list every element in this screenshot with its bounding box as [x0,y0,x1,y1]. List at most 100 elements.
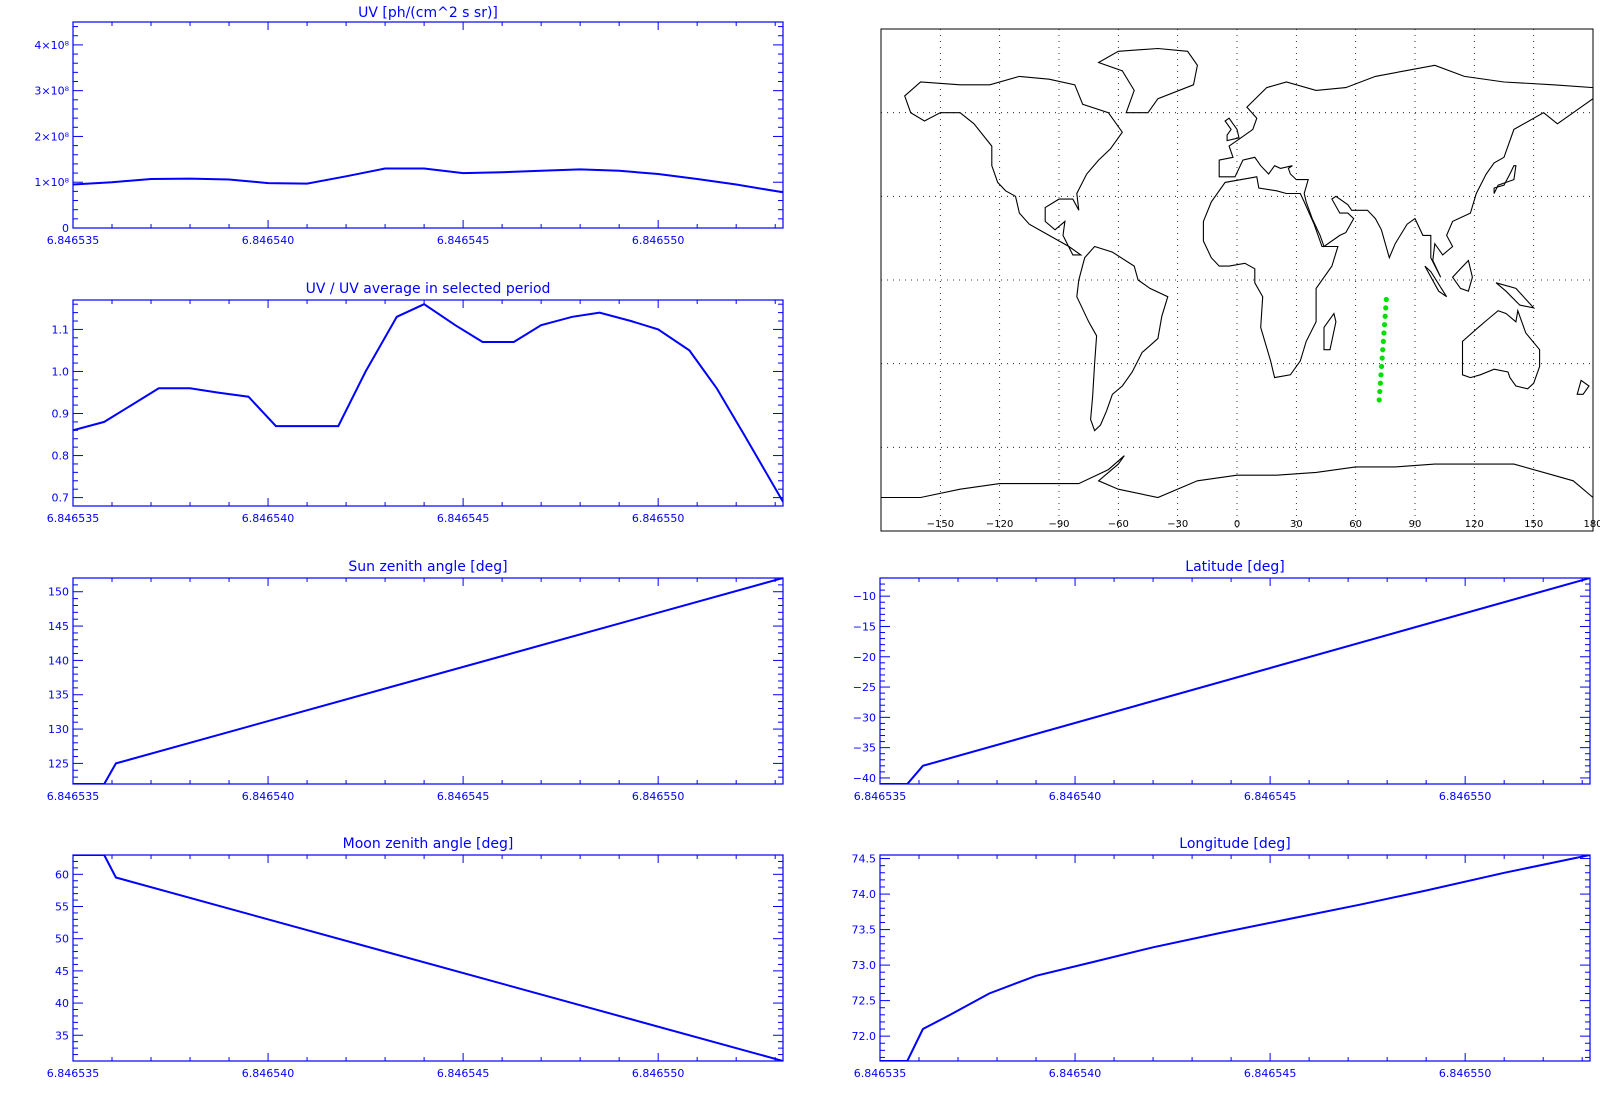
y-tick-label: 140 [48,654,69,667]
x-tick-label: 6.846535 [47,790,100,803]
track-point [1376,397,1382,403]
y-tick-label: 50 [55,933,69,946]
landmass-newguinea [1495,282,1536,309]
landmass-sumatra [1424,265,1448,298]
plot-frame [72,299,784,507]
y-tick-label: −25 [853,681,876,694]
x-tick-label: 6.846535 [47,234,100,247]
series-line [73,303,783,503]
map-lon-tick-label: −30 [1167,519,1188,530]
x-tick-label: 6.846545 [437,234,490,247]
x-tick-label: 6.846545 [1244,1067,1297,1080]
y-tick-label: −35 [853,742,876,755]
plot-frame [72,21,784,229]
x-tick-label: 6.846540 [242,790,295,803]
y-tick-label: 1×10⁸ [34,176,69,189]
track-point [1380,347,1386,353]
track-point [1380,338,1386,344]
map-lon-tick-label: 150 [1524,519,1543,530]
x-tick-label: 6.846540 [1049,1067,1102,1080]
y-tick-label: 3×10⁸ [34,85,69,98]
chart-title: UV / UV average in selected period [306,281,551,297]
y-tick-label: 150 [48,586,69,599]
y-tick-label: 0.8 [52,450,70,463]
y-tick-label: 72.0 [852,1030,877,1043]
y-tick-label: 45 [55,965,69,978]
chart-uv_ratio: UV / UV average in selected period 6.8465… [47,281,784,525]
chart-title: UV [ph/(cm^2 s sr)] [358,5,498,21]
y-tick-label: 73.5 [852,924,877,937]
y-tick-label: 74.0 [852,888,877,901]
y-tick-label: −30 [853,711,876,724]
y-tick-label: 1.0 [52,365,70,378]
x-tick-label: 6.846550 [1439,790,1492,803]
landmass-greenland [1097,47,1198,114]
map-lon-tick-label: −60 [1108,519,1129,530]
map-lon-tick-label: 0 [1234,519,1240,530]
chart-title: Moon zenith angle [deg] [343,836,514,852]
plot-frame [72,577,784,785]
y-tick-label: 0 [62,222,69,235]
y-tick-label: 145 [48,620,69,633]
y-tick-label: −10 [853,590,876,603]
chart-title: Longitude [deg] [1179,836,1290,852]
y-tick-label: 0.7 [52,492,70,505]
x-tick-label: 6.846540 [242,234,295,247]
map-lon-tick-label: 30 [1290,519,1303,530]
x-tick-label: 6.846535 [854,1067,907,1080]
x-tick-label: 6.846535 [47,512,100,525]
landmass-greatbritain [1224,117,1240,142]
map-lon-tick-label: −150 [927,519,954,530]
x-tick-label: 6.846540 [1049,790,1102,803]
x-tick-label: 6.846550 [632,234,685,247]
map-lon-tick-label: 90 [1409,519,1422,530]
series-line [880,578,1590,784]
landmass-borneo [1451,259,1473,292]
x-tick-label: 6.846550 [632,1067,685,1080]
x-tick-label: 6.846550 [1439,1067,1492,1080]
x-tick-label: 6.846540 [242,1067,295,1080]
y-tick-label: 2×10⁸ [34,130,69,143]
track-point [1378,363,1385,370]
x-tick-label: 6.846535 [47,1067,100,1080]
y-tick-label: 135 [48,689,69,702]
y-tick-label: 72.5 [852,995,877,1008]
series-line [73,167,783,194]
landmass-madagascar [1323,312,1337,351]
x-tick-label: 6.846545 [1244,790,1297,803]
series-line [73,578,783,784]
chart-longitude: Longitude [deg] 6.846535 6.846540 6.846545 6… [852,836,1591,1080]
y-tick-label: 40 [55,997,69,1010]
y-tick-label: −20 [853,651,876,664]
x-tick-label: 6.846545 [437,790,490,803]
track-point [1381,330,1387,336]
landmass-newzealand [1576,379,1590,395]
y-tick-label: 130 [48,723,69,736]
landmass-antarctica [881,455,1594,499]
y-tick-label: −40 [853,772,876,785]
track-point [1378,372,1384,378]
track-point [1382,313,1388,319]
track-point [1383,296,1389,303]
landmass-eurasia [1218,64,1594,278]
x-tick-label: 6.846545 [437,512,490,525]
x-tick-label: 6.846540 [242,512,295,525]
y-tick-label: 55 [55,901,69,914]
chart-title: Sun zenith angle [deg] [348,559,507,575]
y-tick-label: 4×10⁸ [34,39,69,52]
chart-sun_zenith: Sun zenith angle [deg] 6.846535 6.846540 6.… [47,559,784,803]
chart-latitude: Latitude [deg] 6.846535 6.846540 6.846545 6.… [853,559,1591,803]
landmass-south-america [1076,245,1169,432]
plot-frame [879,854,1591,1062]
x-tick-label: 6.846535 [854,790,907,803]
landmass-japan [1493,165,1517,194]
track-point [1379,355,1385,361]
chart-uv: UV [ph/(cm^2 s sr)] 6.846535 6.846540 6.846… [34,5,784,247]
plot-frame [72,854,784,1062]
y-tick-label: 1.1 [52,323,70,336]
y-tick-label: 74.5 [852,853,877,866]
map-lon-tick-label: 120 [1465,519,1484,530]
track-point [1383,305,1389,311]
landmass-australia [1461,308,1541,390]
